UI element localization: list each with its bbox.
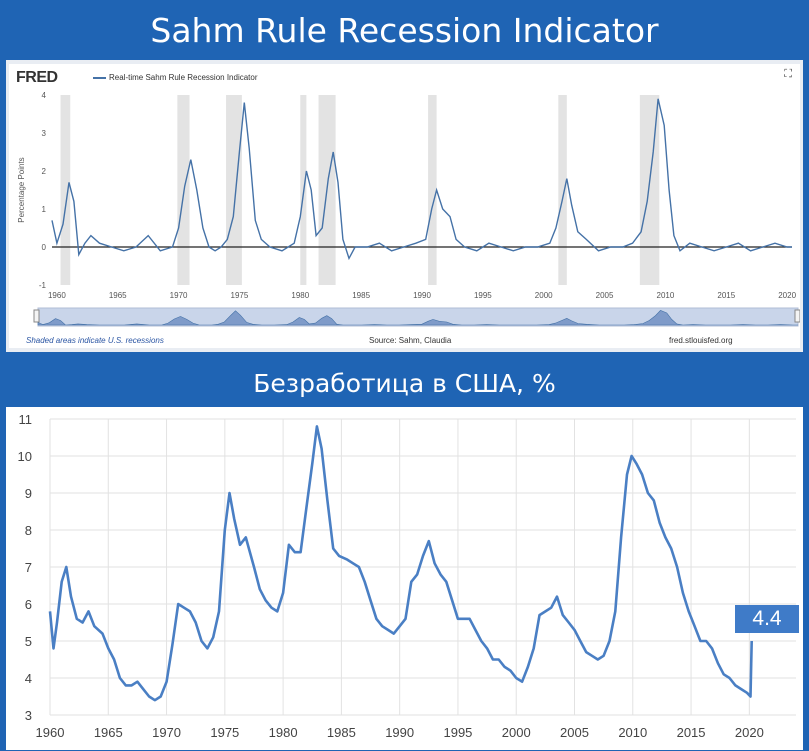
- legend-line-swatch: [93, 76, 106, 79]
- unemployment-chart-panel: 3 4 5 6 7 8 9 10 11 1960 1965 1970 1975 1980 1985 1990 1…: [6, 407, 803, 750]
- x-tick-label: 1980: [291, 291, 309, 300]
- fred-chart-inner: FRED Real-time Sahm Rule Recession Indic…: [9, 64, 800, 348]
- x-tick-label: 2000: [535, 291, 553, 300]
- x-tick-label: 2020: [778, 291, 796, 300]
- y-axis-label: Percentage Points: [17, 157, 26, 222]
- fred-logo[interactable]: FRED: [16, 69, 58, 86]
- recession-band: [60, 95, 71, 285]
- x-tick-label: 1975: [231, 291, 249, 300]
- x-tick-label: 2010: [618, 725, 647, 740]
- expand-icon[interactable]: ⛶: [784, 68, 792, 80]
- y-tick-label: 1: [42, 205, 47, 214]
- navigator-left-handle: [33, 309, 40, 323]
- x-tick-label: 1960: [36, 725, 65, 740]
- x-tick-label: 2015: [677, 725, 706, 740]
- bottom-banner-title: Безработица в США, %: [253, 369, 556, 398]
- x-tick-label: 2020: [735, 725, 764, 740]
- sahm-chart: -1 0 1 2 3 4 1960 1965 1970 1975 1980 1985 1990 1995 2…: [17, 91, 800, 327]
- x-tick-label: 1990: [413, 291, 431, 300]
- y-tick-label: 5: [25, 634, 32, 649]
- legend-label: Real-time Sahm Rule Recession Indicator: [109, 73, 258, 82]
- x-tick-label: 2000: [502, 725, 531, 740]
- navigator-series-area: [37, 310, 798, 326]
- x-tick-label: 1965: [94, 725, 123, 740]
- x-tick-label: 2005: [596, 291, 614, 300]
- y-tick-label: 0: [42, 243, 47, 252]
- y-tick-label: 3: [25, 708, 32, 723]
- x-tick-label: 2015: [717, 291, 735, 300]
- source-note: Source: Sahm, Claudia: [369, 336, 452, 345]
- fred-chart-panel: FRED Real-time Sahm Rule Recession Indic…: [6, 60, 803, 352]
- recession-note: Shaded areas indicate U.S. recessions: [26, 336, 164, 345]
- x-tick-label: 2010: [657, 291, 675, 300]
- x-tick-label: 1960: [48, 291, 66, 300]
- fred-legend: Real-time Sahm Rule Recession Indicator: [93, 73, 258, 82]
- site-link[interactable]: fred.stlouisfed.org: [669, 336, 733, 345]
- y-tick-label: 4: [42, 91, 47, 100]
- y-tick-label: 2: [42, 167, 47, 176]
- y-tick-label: 7: [25, 560, 32, 575]
- y-tick-label: 3: [42, 129, 47, 138]
- y-tick-label: 6: [25, 597, 32, 612]
- x-tick-label: 2005: [560, 725, 589, 740]
- y-tick-label: 10: [18, 449, 32, 464]
- unemployment-chart: 3 4 5 6 7 8 9 10 11 1960 1965 1970 1975 1980 1985 1990 1…: [18, 412, 796, 740]
- recession-band: [428, 95, 437, 285]
- y-tick-label: 4: [25, 671, 32, 686]
- x-tick-label: 1965: [109, 291, 127, 300]
- x-tick-label: 1990: [385, 725, 414, 740]
- x-tick-label: 1985: [352, 291, 370, 300]
- navigator-right-handle: [794, 309, 800, 323]
- x-tick-label: 1995: [474, 291, 492, 300]
- x-tick-label: 1970: [170, 291, 188, 300]
- x-tick-label: 1980: [269, 725, 298, 740]
- y-tick-label: 9: [25, 486, 32, 501]
- range-navigator: [37, 307, 799, 327]
- unemployment-series-line: [48, 425, 753, 702]
- y-tick-label: 11: [19, 412, 33, 427]
- recession-band: [558, 95, 567, 285]
- x-tick-label: 1970: [152, 725, 181, 740]
- x-tick-label: 1995: [443, 725, 472, 740]
- top-banner-title: Sahm Rule Recession Indicator: [150, 11, 659, 50]
- y-tick-label: 8: [25, 523, 32, 538]
- x-tick-label: 1985: [327, 725, 356, 740]
- x-tick-label: 1975: [210, 725, 239, 740]
- last-value-badge: 4.4: [735, 605, 799, 633]
- y-tick-label: -1: [39, 281, 47, 290]
- recession-band: [226, 95, 242, 285]
- sahm-series-line: [51, 98, 792, 261]
